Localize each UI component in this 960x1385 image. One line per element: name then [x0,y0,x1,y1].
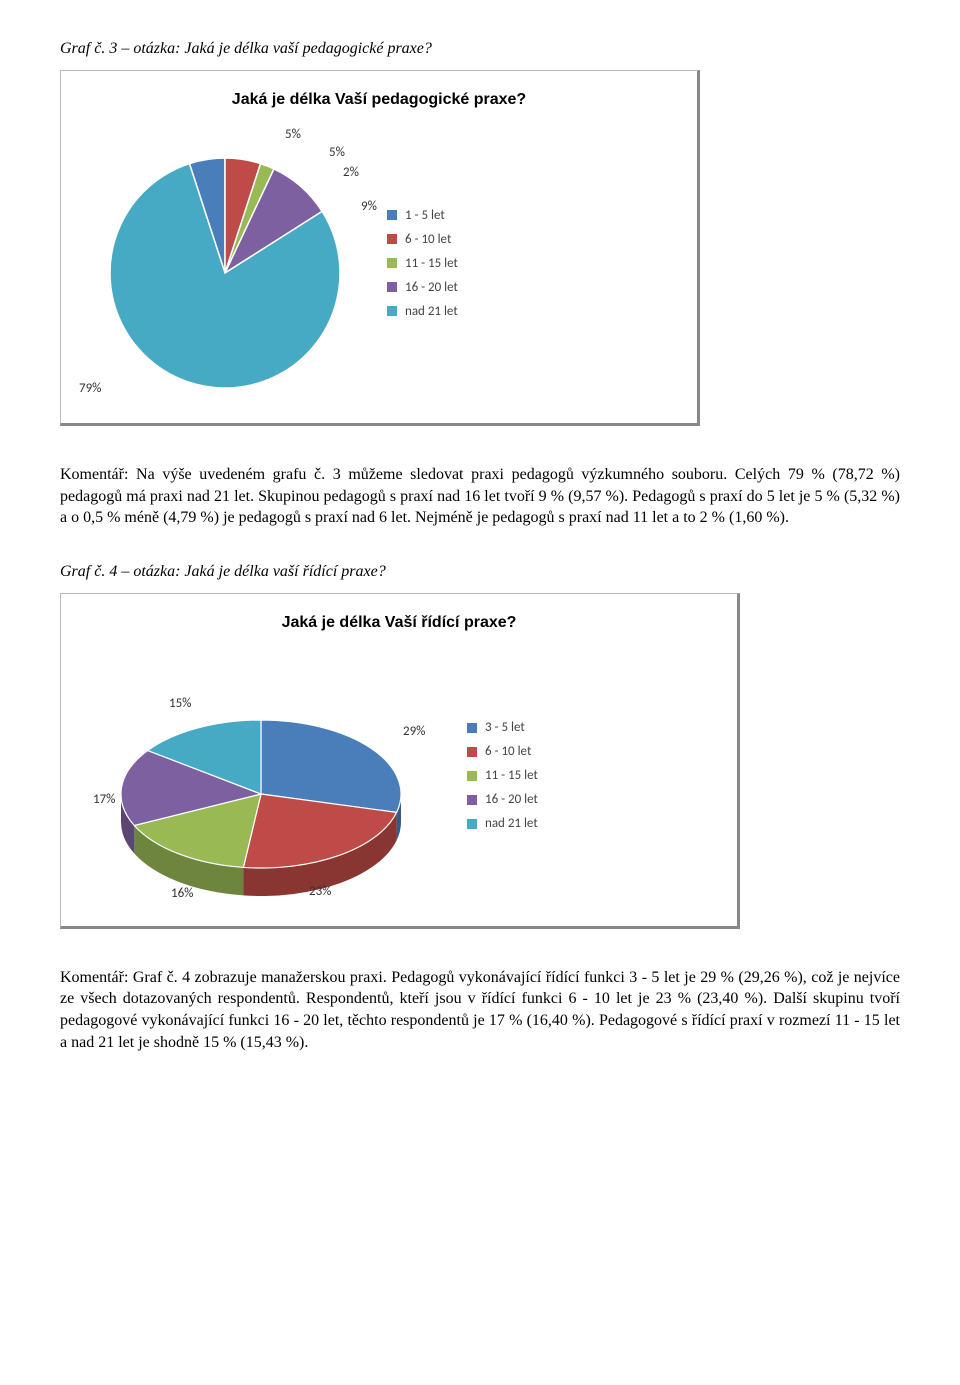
chart2-legend: 3 - 5 let 6 - 10 let 11 - 15 let 16 - 20 le… [467,711,538,840]
chart1-caption: Graf č. 3 – otázka: Jaká je délka vaší p… [60,40,900,58]
legend-item: 6 - 10 let [387,232,458,247]
slice-label: 15% [169,696,191,711]
legend-swatch [387,234,397,244]
slice-label: 5% [329,145,345,160]
legend-swatch [387,306,397,316]
chart1-legend: 1 - 5 let 6 - 10 let 11 - 15 let 16 - 20 le… [387,199,458,328]
legend-label: 1 - 5 let [405,208,445,223]
chart1-box: Jaká je délka Vaší pedagogické praxe? 5%… [60,70,700,426]
legend-swatch [467,795,477,805]
slice-label: 9% [361,199,377,214]
chart1-pie-area: 5%5%2%9%79% [85,123,365,403]
slice-label: 29% [403,724,425,739]
legend-label: 16 - 20 let [485,792,538,807]
chart1-comment: Komentář: Na výše uvedeném grafu č. 3 mů… [60,464,900,529]
legend-swatch [387,282,397,292]
legend-label: 11 - 15 let [485,768,538,783]
legend-item: 16 - 20 let [387,280,458,295]
legend-item: nad 21 let [387,304,458,319]
legend-item: 1 - 5 let [387,208,458,223]
chart1-title: Jaká je délka Vaší pedagogické praxe? [85,91,673,109]
slice-label: 16% [171,886,193,901]
legend-label: nad 21 let [485,816,538,831]
legend-swatch [387,258,397,268]
legend-swatch [387,210,397,220]
legend-item: 11 - 15 let [387,256,458,271]
legend-swatch [467,771,477,781]
legend-label: nad 21 let [405,304,458,319]
chart1-pie-svg [85,123,365,403]
slice-label: 2% [343,165,359,180]
legend-item: 11 - 15 let [467,768,538,783]
legend-item: 6 - 10 let [467,744,538,759]
chart2-pie-svg [85,646,445,906]
legend-swatch [467,819,477,829]
chart2-pie-area: 29% 23% 16% 17% 15% [85,646,445,906]
legend-label: 6 - 10 let [485,744,531,759]
legend-swatch [467,747,477,757]
chart2-comment: Komentář: Graf č. 4 zobrazuje manažersko… [60,967,900,1053]
legend-item: 3 - 5 let [467,720,538,735]
slice-label: 79% [79,381,101,396]
chart2-caption: Graf č. 4 – otázka: Jaká je délka vaší ř… [60,563,900,581]
slice-label: 23% [309,884,331,899]
slice-label: 17% [93,792,115,807]
chart2-box: Jaká je délka Vaší řídící praxe? 29% 23% 1… [60,593,740,929]
slice-label: 5% [285,127,301,142]
legend-item: 16 - 20 let [467,792,538,807]
legend-swatch [467,723,477,733]
chart2-title: Jaká je délka Vaší řídící praxe? [85,614,713,632]
legend-item: nad 21 let [467,816,538,831]
legend-label: 3 - 5 let [485,720,525,735]
legend-label: 11 - 15 let [405,256,458,271]
legend-label: 6 - 10 let [405,232,451,247]
legend-label: 16 - 20 let [405,280,458,295]
